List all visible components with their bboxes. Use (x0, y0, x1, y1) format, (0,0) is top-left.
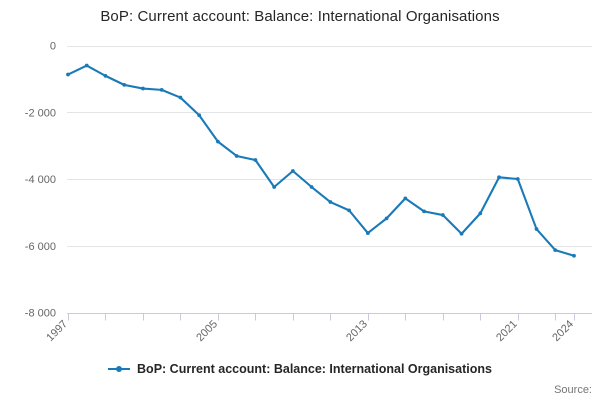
data-point-marker (384, 216, 389, 221)
data-point-marker (440, 213, 445, 217)
y-tick-label: -6 000 (25, 241, 56, 253)
data-point-marker (534, 227, 539, 231)
source-label: Source: (554, 384, 592, 396)
x-tick-label: 2021 (494, 318, 520, 344)
data-point-marker (216, 139, 220, 144)
data-point-marker (103, 73, 108, 78)
data-point-marker (422, 209, 426, 214)
data-point-marker (178, 95, 183, 100)
y-tick-label: -4 000 (25, 174, 56, 186)
legend-line-marker-icon (108, 364, 131, 375)
series-line (66, 64, 576, 257)
data-point-marker (197, 113, 202, 118)
x-axis (67, 313, 592, 321)
data-point-marker (272, 185, 277, 189)
data-point-marker (253, 158, 258, 162)
x-tick-label: 1997 (44, 318, 70, 344)
data-point-marker (159, 87, 164, 92)
data-point-marker (66, 72, 70, 77)
data-point-marker (553, 248, 558, 252)
x-axis-tick-labels: 1997 2005 2013 2021 2024 (44, 318, 576, 344)
data-point-marker (347, 208, 352, 213)
x-tick-label: 2005 (194, 318, 220, 344)
data-point-marker (122, 82, 127, 87)
data-point-marker (403, 196, 408, 201)
page-title: BoP: Current account: Balance: Internati… (100, 8, 500, 25)
y-tick-label: -8 000 (25, 308, 56, 320)
x-tick-label: 2024 (550, 318, 576, 344)
y-tick-label: -2 000 (25, 107, 56, 119)
data-point-marker (234, 154, 239, 158)
data-point-marker (141, 86, 145, 91)
data-point-marker (515, 177, 520, 181)
y-axis-tick-labels: 0 -2 000 -4 000 -6 000 -8 000 (25, 41, 56, 320)
x-tick-label: 2013 (344, 318, 370, 344)
legend-item-label: BoP: Current account: Balance: Internati… (137, 362, 492, 376)
data-point-marker (84, 63, 89, 68)
line-chart-plot: 0 -2 000 -4 000 -6 000 -8 000 1997 2005 2013 20… (25, 41, 592, 344)
data-point-marker (459, 231, 464, 236)
data-point-marker (365, 231, 370, 235)
data-point-marker (309, 185, 314, 189)
data-series (66, 63, 576, 258)
chart-legend: BoP: Current account: Balance: Internati… (0, 362, 600, 376)
data-point-marker (497, 175, 501, 180)
data-point-marker (572, 253, 576, 258)
data-point-marker (328, 200, 333, 204)
y-tick-label: 0 (50, 41, 56, 53)
gridlines (67, 46, 592, 314)
data-point-marker (478, 211, 483, 216)
data-point-marker (290, 169, 295, 173)
